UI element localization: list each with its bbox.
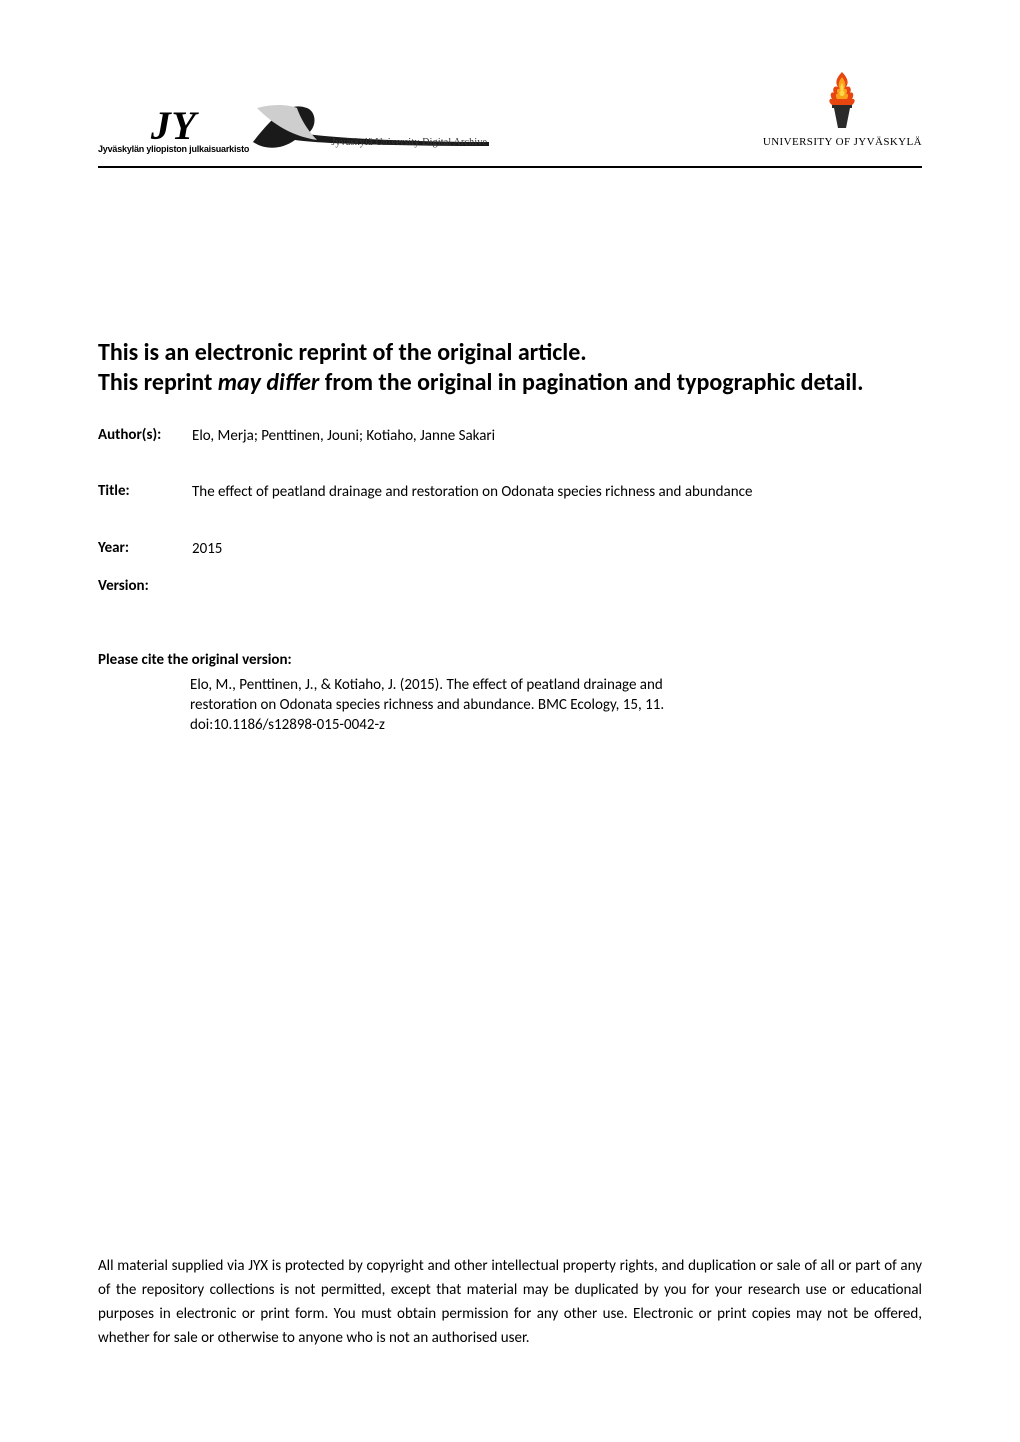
heading-line-2-em: may differ	[218, 368, 320, 397]
meta-block: Author(s): Elo, Merja; Penttinen, Jouni;…	[98, 426, 922, 595]
citation-block: Please cite the original version: Elo, M…	[98, 651, 922, 736]
jyx-logo-block: JY Jyväskylän yliopiston julkaisuarkisto…	[98, 94, 491, 154]
meta-row-author: Author(s): Elo, Merja; Penttinen, Jouni;…	[98, 426, 922, 446]
heading-line-1: This is an electronic reprint of the ori…	[98, 338, 922, 368]
citation-line-1: Elo, M., Penttinen, J., & Kotiaho, J. (2…	[190, 675, 810, 695]
citation-label: Please cite the original version:	[98, 651, 922, 669]
jyx-logo: JY Jyväskylän yliopiston julkaisuarkisto…	[98, 94, 491, 154]
title-label: Title:	[98, 482, 190, 500]
author-label: Author(s):	[98, 426, 190, 444]
heading-line-2-pre: This reprint	[98, 368, 218, 397]
jyx-x-mark: Jyväskylä University Digital Archive	[251, 94, 491, 154]
year-label: Year:	[98, 539, 190, 557]
meta-row-version: Version:	[98, 577, 922, 595]
university-name: UNIVERSITY OF JYVÄSKYLÄ	[763, 136, 922, 148]
torch-icon	[822, 72, 862, 133]
cover-page: JY Jyväskylän yliopiston julkaisuarkisto…	[0, 0, 1020, 1442]
author-value: Elo, Merja; Penttinen, Jouni; Kotiaho, J…	[190, 426, 922, 446]
copyright-notice: All material supplied via JYX is protect…	[98, 1254, 922, 1350]
title-value: The effect of peatland drainage and rest…	[190, 482, 830, 502]
university-logo-block: UNIVERSITY OF JYVÄSKYLÄ	[763, 72, 922, 154]
reprint-heading: This is an electronic reprint of the ori…	[98, 338, 922, 398]
citation-line-3: doi:10.1186/s12898-015-0042-z	[190, 715, 810, 735]
heading-line-2: This reprint may differ from the origina…	[98, 368, 922, 398]
meta-row-year: Year: 2015	[98, 539, 922, 559]
meta-row-title: Title: The effect of peatland drainage a…	[98, 482, 922, 502]
citation-text: Elo, M., Penttinen, J., & Kotiaho, J. (2…	[190, 675, 810, 736]
digital-archive-label: Jyväskylä University Digital Archive	[331, 137, 487, 148]
header-divider	[98, 166, 922, 168]
header-row: JY Jyväskylän yliopiston julkaisuarkisto…	[98, 0, 922, 154]
heading-line-2-post: from the original in pagination and typo…	[319, 368, 863, 397]
year-value: 2015	[190, 539, 922, 559]
jy-subtitle: Jyväskylän yliopiston julkaisuarkisto	[98, 144, 249, 154]
jy-letters: JY	[151, 106, 196, 146]
version-label: Version:	[98, 577, 190, 595]
citation-line-2: restoration on Odonata species richness …	[190, 695, 810, 715]
jyx-jy-mark: JY Jyväskylän yliopiston julkaisuarkisto	[98, 106, 249, 154]
